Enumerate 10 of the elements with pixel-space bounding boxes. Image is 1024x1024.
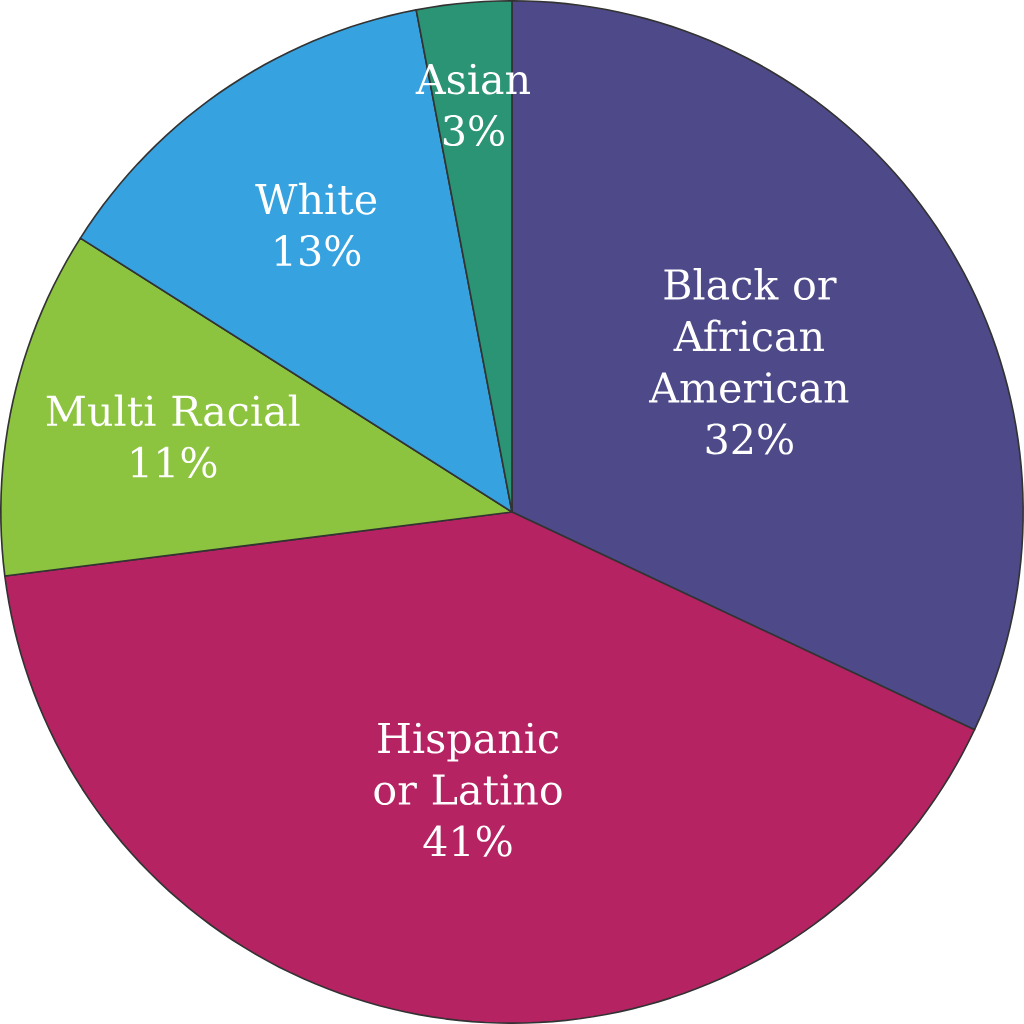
data-label: 11% xyxy=(132,446,217,478)
slice-label: White xyxy=(255,182,377,215)
data-label: 13% xyxy=(275,235,361,267)
slice-label: Asian xyxy=(415,63,530,95)
slice-label: Black or African American xyxy=(648,268,849,404)
data-label: 32% xyxy=(706,423,793,455)
slice-label: Hispanic or Latino xyxy=(374,722,562,806)
slice-label: Multi Racial xyxy=(46,394,300,427)
data-label: 3% xyxy=(443,114,504,147)
data-label: 41% xyxy=(423,825,512,857)
